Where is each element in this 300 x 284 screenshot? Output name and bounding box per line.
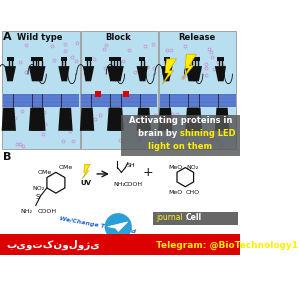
Bar bbox=[123, 91, 129, 97]
Polygon shape bbox=[58, 66, 70, 81]
Bar bbox=[167, 57, 170, 60]
Text: Telegram: @BioTechnology1: Telegram: @BioTechnology1 bbox=[156, 241, 298, 250]
Bar bbox=[81, 31, 158, 149]
Bar bbox=[64, 57, 67, 60]
Text: +: + bbox=[142, 166, 153, 179]
Bar bbox=[164, 57, 167, 60]
Text: UV: UV bbox=[81, 180, 92, 186]
Bar bbox=[122, 115, 240, 156]
Bar bbox=[34, 57, 38, 60]
Bar bbox=[118, 57, 122, 60]
Polygon shape bbox=[107, 108, 122, 131]
Text: CHO: CHO bbox=[186, 190, 200, 195]
Polygon shape bbox=[31, 108, 46, 131]
Text: B: B bbox=[3, 153, 12, 162]
Bar bbox=[7, 57, 10, 60]
Text: NH₂: NH₂ bbox=[20, 209, 32, 214]
Text: بیوتکنولوژی: بیوتکنولوژی bbox=[6, 240, 100, 250]
Bar bbox=[85, 57, 89, 60]
Text: OMe: OMe bbox=[58, 165, 73, 170]
Bar bbox=[160, 94, 236, 107]
Bar bbox=[188, 57, 191, 60]
Polygon shape bbox=[34, 66, 46, 81]
Text: journal :: journal : bbox=[157, 213, 190, 222]
Polygon shape bbox=[29, 108, 43, 131]
Text: A: A bbox=[3, 32, 12, 42]
Text: SH: SH bbox=[126, 163, 135, 168]
Bar bbox=[163, 120, 169, 124]
Bar bbox=[3, 94, 79, 107]
Circle shape bbox=[105, 213, 132, 240]
Bar bbox=[82, 94, 157, 107]
Text: COOH: COOH bbox=[37, 209, 56, 214]
Text: NH₂: NH₂ bbox=[113, 182, 125, 187]
Text: COOH: COOH bbox=[124, 182, 143, 187]
Polygon shape bbox=[182, 54, 196, 80]
Text: Activating proteins in: Activating proteins in bbox=[129, 116, 232, 126]
Text: MeO: MeO bbox=[169, 190, 183, 195]
Bar bbox=[112, 57, 116, 60]
Polygon shape bbox=[185, 66, 197, 81]
Polygon shape bbox=[2, 108, 16, 131]
Bar bbox=[139, 57, 142, 60]
Polygon shape bbox=[5, 66, 16, 81]
Bar bbox=[40, 57, 43, 60]
Polygon shape bbox=[108, 222, 128, 231]
Text: Cell: Cell bbox=[185, 213, 201, 222]
Bar bbox=[95, 91, 101, 97]
Bar bbox=[159, 31, 236, 149]
Polygon shape bbox=[185, 108, 200, 131]
Text: MeO: MeO bbox=[169, 165, 183, 170]
Bar bbox=[153, 212, 238, 225]
Bar bbox=[142, 57, 146, 60]
Text: Wild type: Wild type bbox=[17, 34, 63, 42]
Bar bbox=[110, 57, 112, 60]
Polygon shape bbox=[188, 108, 202, 131]
Polygon shape bbox=[136, 108, 151, 131]
Bar bbox=[31, 57, 34, 60]
Polygon shape bbox=[215, 66, 226, 81]
Text: shining LED: shining LED bbox=[180, 129, 235, 138]
Bar bbox=[37, 57, 40, 60]
Bar bbox=[89, 57, 92, 60]
Polygon shape bbox=[161, 66, 172, 81]
Text: S: S bbox=[35, 194, 40, 200]
Bar bbox=[191, 57, 194, 60]
Text: Release: Release bbox=[178, 34, 215, 42]
Bar bbox=[196, 57, 200, 60]
Polygon shape bbox=[158, 108, 172, 131]
Text: brain by: brain by bbox=[138, 129, 180, 138]
Bar bbox=[220, 57, 224, 60]
Bar bbox=[2, 31, 80, 149]
Bar bbox=[11, 57, 14, 60]
Polygon shape bbox=[191, 66, 202, 81]
Text: OMe: OMe bbox=[38, 170, 52, 175]
Bar bbox=[115, 57, 118, 60]
Text: We/Change The World: We/Change The World bbox=[59, 216, 136, 235]
Text: Block: Block bbox=[105, 34, 131, 42]
Text: NO₂: NO₂ bbox=[186, 165, 198, 170]
Polygon shape bbox=[112, 66, 124, 81]
Bar bbox=[0, 234, 240, 255]
Polygon shape bbox=[82, 164, 90, 179]
Polygon shape bbox=[29, 66, 40, 81]
Text: light on them: light on them bbox=[148, 142, 213, 151]
Polygon shape bbox=[83, 66, 94, 81]
Polygon shape bbox=[162, 59, 176, 85]
Polygon shape bbox=[110, 108, 124, 131]
Polygon shape bbox=[58, 108, 73, 131]
Polygon shape bbox=[215, 108, 229, 131]
Polygon shape bbox=[136, 66, 148, 81]
Bar bbox=[61, 57, 64, 60]
Polygon shape bbox=[80, 108, 94, 131]
Polygon shape bbox=[107, 66, 118, 81]
Bar bbox=[217, 57, 220, 60]
Text: NO₂: NO₂ bbox=[32, 186, 45, 191]
Bar bbox=[193, 57, 197, 60]
